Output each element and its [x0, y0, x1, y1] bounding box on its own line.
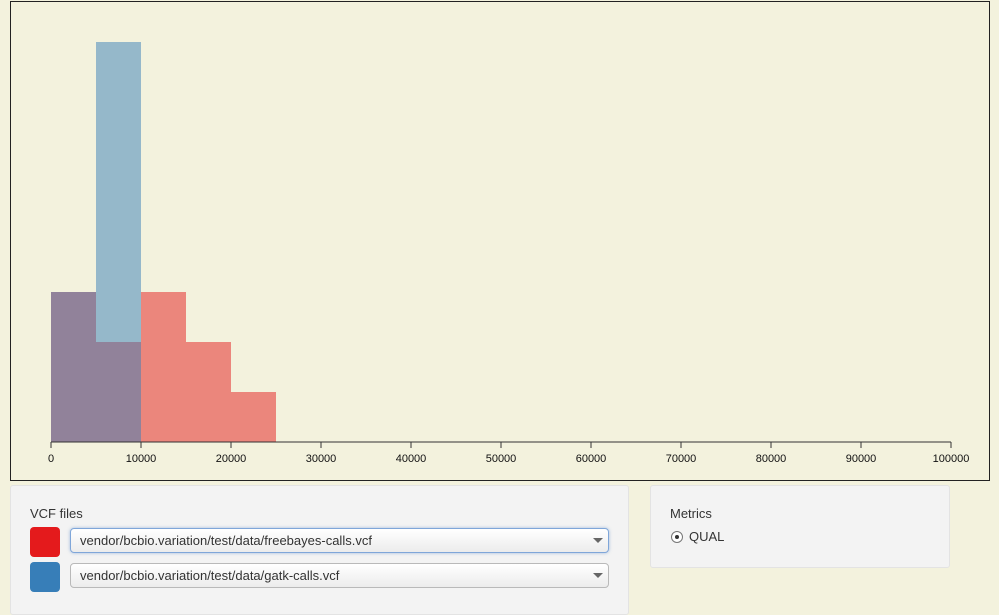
x-axis-tick-label: 40000	[396, 453, 427, 465]
metrics-panel: Metrics QUAL	[650, 485, 950, 568]
histogram-bar	[96, 42, 141, 442]
vcf-file-select-value: vendor/bcbio.variation/test/data/freebay…	[80, 533, 372, 548]
x-axis-tick-label: 70000	[666, 453, 697, 465]
histogram-svg: 0 10000 20000 30000 40000 50000 60000 70000 8000…	[48, 42, 970, 465]
series-color-swatch[interactable]	[30, 562, 60, 592]
series-color-swatch[interactable]	[30, 527, 60, 557]
x-axis-tick-label: 10000	[126, 453, 157, 465]
histogram-chart: 0 10000 20000 30000 40000 50000 60000 70000 8000…	[10, 1, 990, 481]
vcf-file-select[interactable]: vendor/bcbio.variation/test/data/freebay…	[70, 528, 609, 553]
histogram-bar	[51, 292, 96, 442]
chevron-down-icon	[593, 573, 603, 578]
metric-option-label: QUAL	[689, 529, 725, 544]
radio-button[interactable]	[671, 531, 683, 543]
histogram-bar	[186, 342, 231, 442]
x-axis-tick-label: 0	[48, 453, 54, 465]
histogram-bar	[141, 292, 186, 442]
vcf-files-panel: VCF files vendor/bcbio.variation/test/da…	[10, 485, 629, 615]
x-axis-tick-label: 50000	[486, 453, 517, 465]
metrics-title: Metrics	[670, 506, 712, 521]
x-axis-tick-label: 30000	[306, 453, 337, 465]
x-axis-tick-label: 20000	[216, 453, 247, 465]
vcf-file-select-value: vendor/bcbio.variation/test/data/gatk-ca…	[80, 568, 340, 583]
radio-selected-dot	[675, 535, 679, 539]
x-axis-tick-label: 90000	[846, 453, 877, 465]
vcf-file-select[interactable]: vendor/bcbio.variation/test/data/gatk-ca…	[70, 563, 609, 588]
vcf-files-title: VCF files	[30, 506, 83, 521]
x-axis-tick-label: 80000	[756, 453, 787, 465]
chevron-down-icon	[593, 538, 603, 543]
x-axis-tick-label: 60000	[576, 453, 607, 465]
x-axis-tick-label: 100000	[933, 453, 970, 465]
histogram-bar	[231, 392, 276, 442]
